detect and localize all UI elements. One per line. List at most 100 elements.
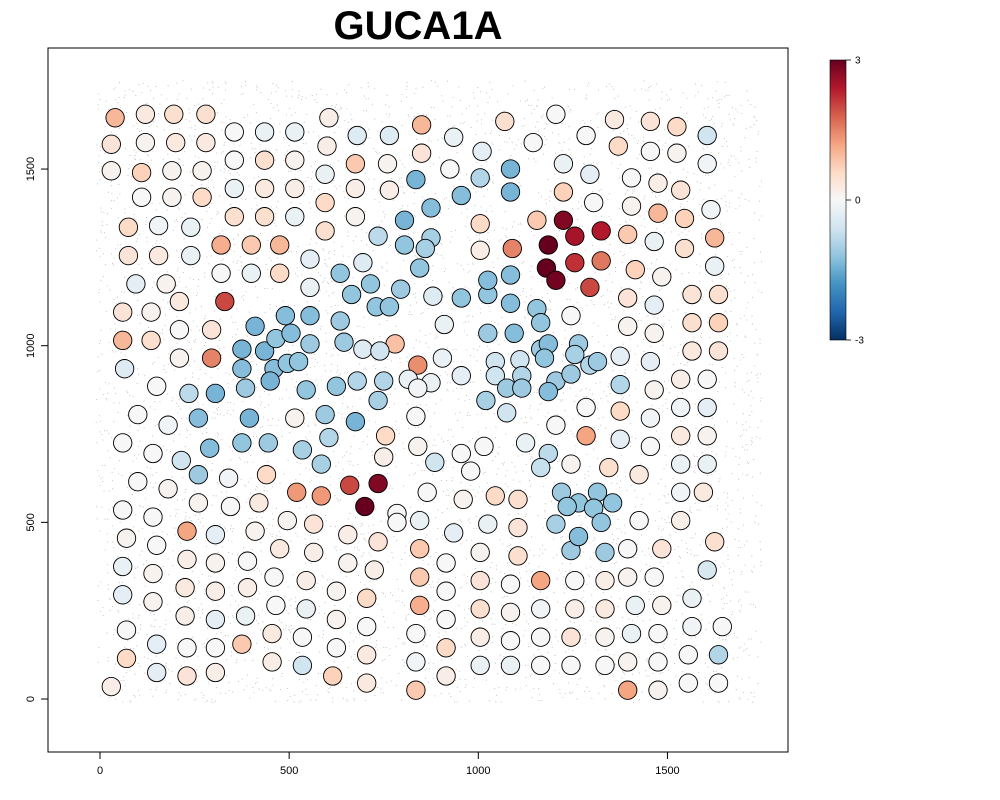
background-cell-dot	[302, 143, 304, 145]
background-cell-dot	[467, 488, 469, 490]
background-cell-dot	[494, 456, 496, 458]
background-cell-dot	[760, 420, 762, 422]
background-cell-dot	[758, 219, 760, 221]
background-cell-dot	[365, 563, 367, 565]
background-cell-dot	[200, 603, 202, 605]
background-cell-dot	[198, 279, 200, 281]
background-cell-dot	[199, 521, 201, 523]
background-cell-dot	[347, 198, 350, 200]
background-cell-dot	[356, 546, 358, 548]
background-cell-dot	[456, 686, 459, 688]
background-cell-dot	[544, 136, 546, 138]
background-cell-dot	[409, 555, 411, 557]
background-cell-dot	[524, 118, 526, 120]
background-cell-dot	[705, 682, 707, 684]
background-cell-dot	[262, 511, 264, 513]
background-cell-dot	[255, 488, 257, 490]
background-cell-dot	[756, 150, 758, 153]
background-cell-dot	[679, 106, 681, 109]
background-cell-dot	[147, 154, 149, 156]
background-cell-dot	[327, 690, 329, 692]
background-cell-dot	[249, 598, 251, 600]
background-cell-dot	[438, 632, 440, 634]
background-cell-dot	[754, 106, 756, 108]
background-cell-dot	[265, 687, 267, 689]
background-cell-dot	[511, 462, 513, 464]
background-cell-dot	[118, 127, 120, 129]
background-cell-dot	[753, 116, 755, 118]
background-cell-dot	[358, 634, 361, 636]
background-cell-dot	[465, 394, 468, 396]
background-cell-dot	[701, 336, 703, 338]
background-cell-dot	[564, 410, 566, 412]
background-cell-dot	[102, 481, 104, 483]
background-cell-dot	[735, 689, 737, 691]
background-cell-dot	[212, 601, 214, 603]
background-cell-dot	[111, 506, 114, 508]
background-cell-dot	[253, 177, 255, 179]
background-cell-dot	[751, 441, 753, 443]
background-cell-dot	[333, 241, 335, 243]
background-cell-dot	[116, 197, 118, 199]
background-cell-dot	[314, 160, 316, 162]
background-cell-dot	[591, 335, 593, 338]
background-cell-dot	[636, 302, 638, 304]
background-cell-dot	[740, 146, 742, 148]
background-cell-dot	[244, 198, 246, 200]
background-cell-dot	[138, 424, 141, 426]
background-cell-dot	[282, 628, 285, 630]
background-cell-dot	[660, 323, 663, 325]
background-cell-dot	[494, 582, 496, 584]
background-cell-dot	[588, 575, 590, 577]
background-cell-dot	[97, 585, 100, 587]
background-cell-dot	[120, 126, 122, 128]
background-cell-dot	[406, 356, 408, 358]
background-cell-dot	[320, 88, 322, 90]
background-cell-dot	[98, 661, 100, 663]
background-cell-dot	[499, 196, 501, 198]
background-cell-dot	[112, 351, 114, 353]
background-cell-dot	[333, 661, 335, 663]
background-cell-dot	[100, 279, 102, 282]
background-cell-dot	[213, 236, 215, 238]
background-cell-dot	[753, 459, 755, 461]
background-cell-dot	[227, 539, 229, 542]
background-cell-dot	[664, 496, 666, 498]
background-cell-dot	[443, 296, 445, 298]
background-cell-dot	[251, 208, 253, 210]
background-cell-dot	[524, 629, 526, 632]
background-cell-dot	[413, 283, 415, 285]
background-cell-dot	[387, 530, 389, 532]
background-cell-dot	[260, 573, 262, 575]
background-cell-dot	[417, 464, 419, 466]
background-cell-dot	[726, 95, 728, 97]
background-cell-dot	[477, 113, 479, 115]
background-cell-dot	[110, 181, 113, 183]
background-cell-dot	[301, 274, 303, 276]
background-cell-dot	[185, 428, 187, 430]
background-cell-dot	[345, 167, 347, 169]
background-cell-dot	[388, 655, 390, 657]
background-cell-dot	[139, 504, 141, 507]
background-cell-dot	[390, 393, 392, 395]
background-cell-dot	[660, 288, 662, 290]
background-cell-dot	[268, 257, 270, 259]
background-cell-dot	[505, 689, 507, 691]
background-cell-dot	[364, 390, 366, 392]
background-cell-dot	[100, 581, 102, 583]
background-cell-dot	[138, 530, 140, 532]
background-cell-dot	[745, 307, 748, 309]
background-cell-dot	[715, 670, 717, 673]
background-cell-dot	[536, 121, 538, 123]
background-cell-dot	[581, 523, 583, 525]
background-cell-dot	[611, 281, 613, 283]
background-cell-dot	[352, 628, 354, 630]
background-cell-dot	[729, 340, 731, 342]
background-cell-dot	[641, 569, 643, 571]
background-cell-dot	[437, 509, 439, 511]
background-cell-dot	[297, 440, 299, 442]
background-cell-dot	[215, 152, 217, 154]
background-cell-dot	[406, 96, 408, 98]
background-cell-dot	[229, 249, 231, 251]
background-cell-dot	[96, 518, 98, 520]
